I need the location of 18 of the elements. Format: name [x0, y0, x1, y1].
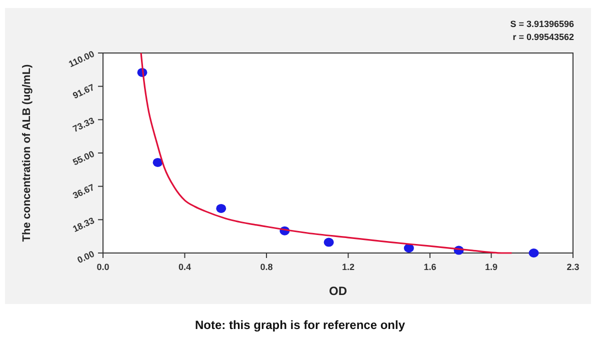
y-tick-label: 73.33 — [71, 115, 96, 134]
y-tick-label: 0.00 — [76, 248, 96, 266]
x-tick-label: 1.2 — [342, 262, 354, 272]
x-tick-label: 2.3 — [566, 262, 580, 272]
y-tick-label: 55.00 — [71, 148, 96, 168]
y-tick-label: 36.67 — [71, 182, 96, 201]
x-tick-label: 1.6 — [424, 262, 436, 272]
x-tick-label: 0.8 — [260, 262, 273, 272]
text: r = 0.99543562 — [512, 32, 574, 42]
text: S = 3.91396596 — [510, 19, 574, 29]
x-tick-label: 1.9 — [485, 262, 498, 272]
y-tick-label: 91.67 — [71, 82, 96, 101]
y-axis-title: The concentration of ALB (ug/mL) — [21, 64, 33, 242]
y-tick-label: 18.33 — [71, 215, 96, 234]
x-tick-label: 0.4 — [178, 262, 191, 272]
text: Note: this graph is for reference only — [194, 318, 406, 332]
x-tick-label: 0.0 — [96, 262, 110, 272]
x-axis-title: OD — [329, 284, 348, 298]
